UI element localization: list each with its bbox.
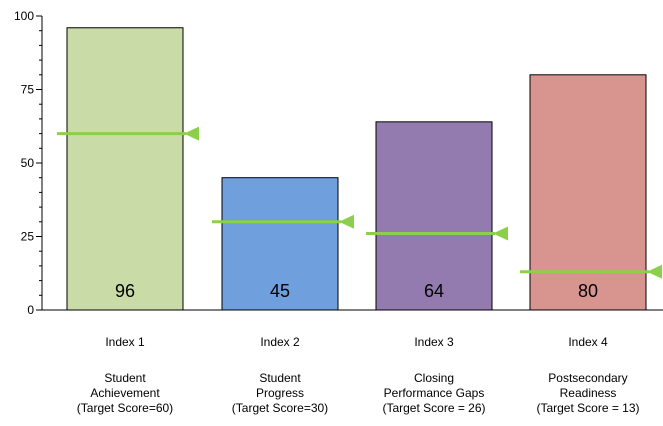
target-arrow [647,264,662,279]
category-description-line: (Target Score=60) [77,401,173,415]
category-description-line: Readiness [560,386,617,400]
bar-value-label: 80 [578,281,598,301]
category-description-line: Student [259,371,301,385]
target-markers [57,126,662,279]
target-arrow [493,226,508,241]
category-label: Index 1 [105,335,145,349]
bar [375,121,493,311]
category-description-line: Student [104,371,146,385]
category-description-line: Achievement [90,386,160,400]
bar-value-label: 64 [424,281,444,301]
bar [66,27,184,311]
category-description-line: Postsecondary [548,371,627,385]
y-tick-label: 100 [14,9,34,23]
category-description-line: Performance Gaps [384,386,485,400]
category-description-line: Progress [256,386,304,400]
bar [529,74,647,311]
bar-value-label: 45 [270,281,290,301]
target-arrow [339,214,354,229]
category-label: Index 2 [260,335,300,349]
y-tick-label: 25 [21,230,35,244]
bars: 96 45 64 80 [66,27,647,311]
category-description-line: Closing [414,371,454,385]
bar [221,177,339,311]
category-label: Index 4 [568,335,608,349]
target-arrow [184,126,199,141]
y-tick-label: 0 [27,303,34,317]
y-tick-label: 50 [21,156,35,170]
category-description-line: (Target Score = 26) [382,401,485,415]
category-description-line: (Target Score = 13) [536,401,639,415]
y-tick-label: 75 [21,83,35,97]
category-description-line: (Target Score=30) [232,401,328,415]
bar-value-label: 96 [115,281,135,301]
category-label: Index 3 [414,335,454,349]
